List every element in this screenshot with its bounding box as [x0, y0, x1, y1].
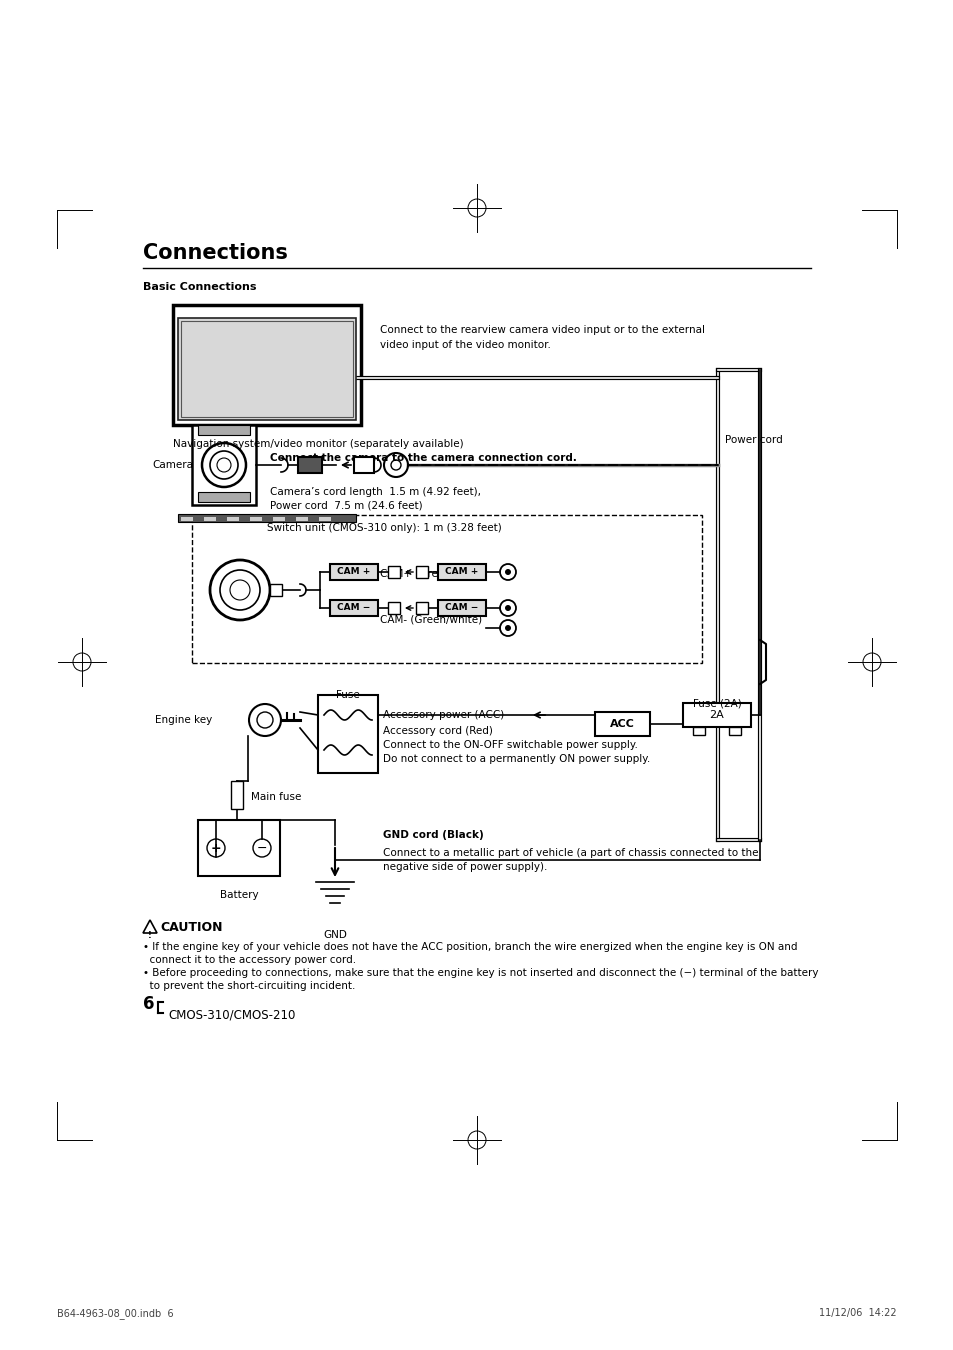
Bar	[204, 517, 215, 521]
Text: Camera’s cord length  1.5 m (4.92 feet),: Camera’s cord length 1.5 m (4.92 feet),	[270, 487, 480, 497]
Text: !: !	[148, 931, 152, 940]
Bar	[270, 585, 282, 595]
Text: Basic Connections: Basic Connections	[143, 282, 256, 292]
Text: CAM −: CAM −	[445, 603, 478, 613]
Text: • Before proceeding to connections, make sure that the engine key is not inserte: • Before proceeding to connections, make…	[143, 968, 818, 977]
Text: Do not connect to a permanently ON power supply.: Do not connect to a permanently ON power…	[382, 755, 650, 764]
Text: Power cord  7.5 m (24.6 feet): Power cord 7.5 m (24.6 feet)	[270, 500, 422, 510]
Text: • If the engine key of your vehicle does not have the ACC position, branch the w: • If the engine key of your vehicle does…	[143, 942, 797, 952]
Text: CAM +: CAM +	[337, 567, 371, 576]
Bar	[416, 602, 428, 614]
Bar	[388, 602, 399, 614]
Circle shape	[504, 625, 511, 630]
Text: Main fuse: Main fuse	[251, 792, 301, 802]
Text: Connect to the ON-OFF switchable power supply.: Connect to the ON-OFF switchable power s…	[382, 740, 638, 751]
Text: CAM +: CAM +	[445, 567, 478, 576]
Text: Connect to the rearview camera video input or to the external: Connect to the rearview camera video inp…	[379, 325, 704, 335]
Bar	[437, 564, 485, 580]
Text: GND: GND	[323, 930, 347, 940]
Text: Power cord: Power cord	[724, 435, 781, 446]
Text: 6: 6	[143, 995, 154, 1012]
Circle shape	[504, 605, 511, 612]
Text: Switch unit (CMOS-310 only): 1 m (3.28 feet): Switch unit (CMOS-310 only): 1 m (3.28 f…	[267, 522, 501, 533]
Bar	[198, 819, 280, 876]
Bar	[354, 458, 374, 472]
Bar	[318, 517, 331, 521]
Bar	[273, 517, 285, 521]
Text: Engine key: Engine key	[154, 716, 212, 725]
Bar	[595, 711, 649, 736]
Text: ACC: ACC	[609, 720, 635, 729]
Text: negative side of power supply).: negative side of power supply).	[382, 863, 547, 872]
Bar	[330, 564, 377, 580]
Bar	[388, 566, 399, 578]
Bar	[303, 373, 318, 383]
Text: Camera: Camera	[152, 460, 193, 470]
Text: connect it to the accessory power cord.: connect it to the accessory power cord.	[143, 954, 355, 965]
Text: CAM+ (Green/red): CAM+ (Green/red)	[379, 568, 475, 578]
Text: CAM- (Green/white): CAM- (Green/white)	[379, 614, 481, 624]
Bar	[250, 517, 262, 521]
Circle shape	[504, 568, 511, 575]
Bar	[198, 491, 250, 502]
Bar	[416, 566, 428, 578]
Bar	[295, 517, 308, 521]
Text: Battery: Battery	[219, 890, 258, 900]
Bar	[330, 599, 377, 616]
Text: Navigation system/video monitor (separately available): Navigation system/video monitor (separat…	[172, 439, 463, 450]
Text: Video cord: Video cord	[288, 396, 343, 406]
Text: CAM −: CAM −	[337, 603, 370, 613]
Text: Accessory power (ACC): Accessory power (ACC)	[382, 710, 504, 720]
Bar	[181, 321, 353, 417]
Bar	[728, 728, 740, 734]
Text: Connect the camera to the camera connection cord.: Connect the camera to the camera connect…	[270, 454, 577, 463]
Text: 2A: 2A	[709, 710, 723, 720]
Bar	[692, 728, 704, 734]
Text: video input of the video monitor.: video input of the video monitor.	[379, 340, 550, 350]
Text: B64-4963-08_00.indb  6: B64-4963-08_00.indb 6	[57, 1308, 173, 1319]
Text: Fuse (2A): Fuse (2A)	[692, 698, 740, 707]
Text: Accessory cord (Red): Accessory cord (Red)	[382, 726, 493, 736]
Text: Connections: Connections	[143, 243, 288, 263]
Bar	[437, 599, 485, 616]
Bar	[178, 319, 355, 420]
Bar	[178, 514, 355, 522]
Text: CMOS-310/CMOS-210: CMOS-310/CMOS-210	[168, 1008, 295, 1022]
Text: +: +	[211, 841, 221, 855]
Bar	[317, 695, 377, 774]
Bar	[227, 517, 239, 521]
Text: CAUTION: CAUTION	[160, 921, 222, 934]
Text: to prevent the short-circuiting incident.: to prevent the short-circuiting incident…	[143, 981, 355, 991]
Bar	[198, 425, 250, 435]
Text: 11/12/06  14:22: 11/12/06 14:22	[819, 1308, 896, 1318]
Bar	[181, 517, 193, 521]
Text: −: −	[256, 841, 267, 855]
Text: GND cord (Black): GND cord (Black)	[382, 830, 483, 840]
Text: Connect to a metallic part of vehicle (a part of chassis connected to the: Connect to a metallic part of vehicle (a…	[382, 848, 758, 859]
Bar	[192, 425, 255, 505]
Text: Fuse: Fuse	[335, 690, 359, 701]
Bar	[172, 305, 360, 425]
Bar	[192, 514, 701, 663]
Bar	[682, 703, 750, 728]
Bar	[318, 373, 327, 383]
Bar	[231, 782, 243, 809]
Bar	[297, 458, 322, 472]
